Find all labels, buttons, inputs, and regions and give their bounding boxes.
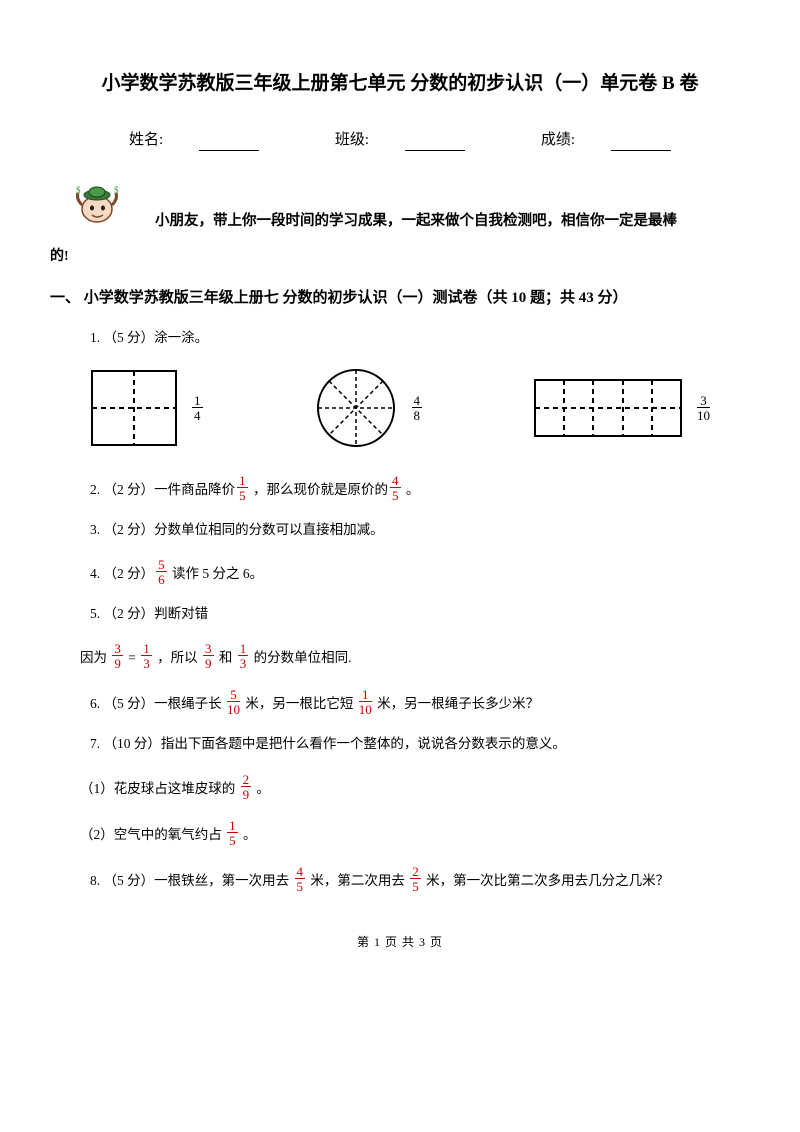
fraction-1-3b: 13 bbox=[238, 642, 249, 670]
fraction-1-4: 14 bbox=[192, 394, 203, 422]
section-heading: 一、 小学数学苏教版三年级上册七 分数的初步认识（一）测试卷（共 10 题；共 … bbox=[50, 287, 750, 310]
svg-text:$: $ bbox=[114, 185, 119, 195]
blank-score[interactable] bbox=[611, 136, 671, 151]
label-class: 班级: bbox=[335, 132, 369, 148]
question-5-body: 因为 39 = 13 ，所以 39 和 13 的分数单位相同. bbox=[80, 642, 750, 670]
label-name: 姓名: bbox=[129, 132, 163, 148]
fraction-1-10: 110 bbox=[359, 688, 372, 716]
question-7-2: （2）空气中的氧气约占 15 。 bbox=[80, 819, 750, 847]
page-title: 小学数学苏教版三年级上册第七单元 分数的初步认识（一）单元卷 B 卷 bbox=[50, 70, 750, 99]
fraction-1-3a: 13 bbox=[141, 642, 152, 670]
circle-8-icon bbox=[314, 366, 398, 450]
square-2x2-icon bbox=[90, 369, 178, 447]
fraction-3-10: 310 bbox=[697, 394, 710, 422]
blank-class[interactable] bbox=[405, 136, 465, 151]
fraction-2-9: 29 bbox=[241, 773, 252, 801]
student-meta: 姓名: 班级: 成绩: bbox=[50, 129, 750, 152]
question-4: 4. （2 分）56 读作 5 分之 6。 bbox=[90, 558, 750, 586]
question-7-1: （1）花皮球占这堆皮球的 29 。 bbox=[80, 773, 750, 801]
intro-text-1: 小朋友，带上你一段时间的学习成果，一起来做个自我检测吧，相信你一定是最棒 bbox=[155, 181, 677, 233]
fraction-4-8: 48 bbox=[412, 394, 423, 422]
question-3: 3. （2 分）分数单位相同的分数可以直接相加减。 bbox=[90, 520, 750, 540]
question-1: 1. （5 分）涂一涂。 bbox=[90, 328, 750, 348]
figure-2: 48 bbox=[314, 366, 423, 450]
fraction-4-5b: 45 bbox=[295, 865, 306, 893]
fraction-3-9a: 39 bbox=[112, 642, 123, 670]
intro-text-2: 的! bbox=[50, 246, 750, 267]
mascot-icon: $ $ bbox=[70, 181, 125, 236]
fraction-3-9b: 39 bbox=[203, 642, 214, 670]
question-7: 7. （10 分）指出下面各题中是把什么看作一个整体的，说说各分数表示的意义。 bbox=[90, 734, 750, 754]
blank-name[interactable] bbox=[199, 136, 259, 151]
question-5: 5. （2 分）判断对错 bbox=[90, 604, 750, 624]
fraction-5-6: 56 bbox=[156, 558, 167, 586]
question-2: 2. （2 分）一件商品降价15 ，那么现价就是原价的45 。 bbox=[90, 474, 750, 502]
figures-row: 14 48 310 bbox=[90, 366, 710, 450]
question-8: 8. （5 分）一根铁丝，第一次用去 45 米，第二次用去 25 米，第一次比第… bbox=[90, 865, 750, 893]
fraction-1-5: 15 bbox=[237, 474, 248, 502]
figure-3: 310 bbox=[533, 378, 710, 438]
page-footer: 第 1 页 共 3 页 bbox=[50, 933, 750, 951]
svg-text:$: $ bbox=[76, 185, 81, 195]
fraction-2-5: 25 bbox=[410, 865, 421, 893]
figure-1: 14 bbox=[90, 369, 203, 447]
intro-row: $ $ 小朋友，带上你一段时间的学习成果，一起来做个自我检测吧，相信你一定是最棒 bbox=[50, 181, 750, 236]
rect-5x2-icon bbox=[533, 378, 683, 438]
label-score: 成绩: bbox=[541, 132, 575, 148]
question-6: 6. （5 分）一根绳子长 510 米，另一根比它短 110 米，另一根绳子长多… bbox=[90, 688, 750, 716]
fraction-5-10: 510 bbox=[227, 688, 240, 716]
fraction-4-5: 45 bbox=[390, 474, 401, 502]
fraction-1-5b: 15 bbox=[227, 819, 238, 847]
